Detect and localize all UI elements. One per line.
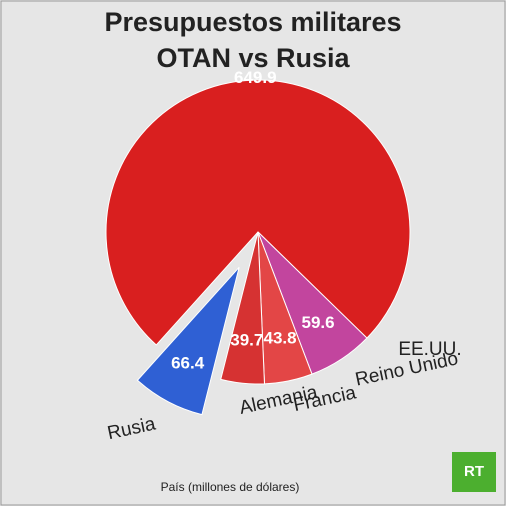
logo-box [452, 452, 496, 492]
pie-slice [220, 231, 266, 385]
logo: RT [464, 463, 484, 480]
chart-subtitle: OTAN vs Rusia [156, 43, 350, 73]
caption: País (millones de dólares) [161, 480, 300, 494]
pie-slice [105, 79, 411, 346]
value-label: 66.4 [171, 353, 205, 372]
pie-slice [136, 266, 240, 416]
category-label: EE.UU. [398, 339, 461, 360]
value-label: 59.6 [301, 313, 334, 332]
category-label: Rusia [106, 413, 158, 444]
chart-title: Presupuestos militares [104, 7, 401, 37]
value-label: 649.9 [234, 68, 277, 87]
value-label: 39.7 [230, 330, 263, 349]
value-label: 43.8 [263, 329, 296, 348]
